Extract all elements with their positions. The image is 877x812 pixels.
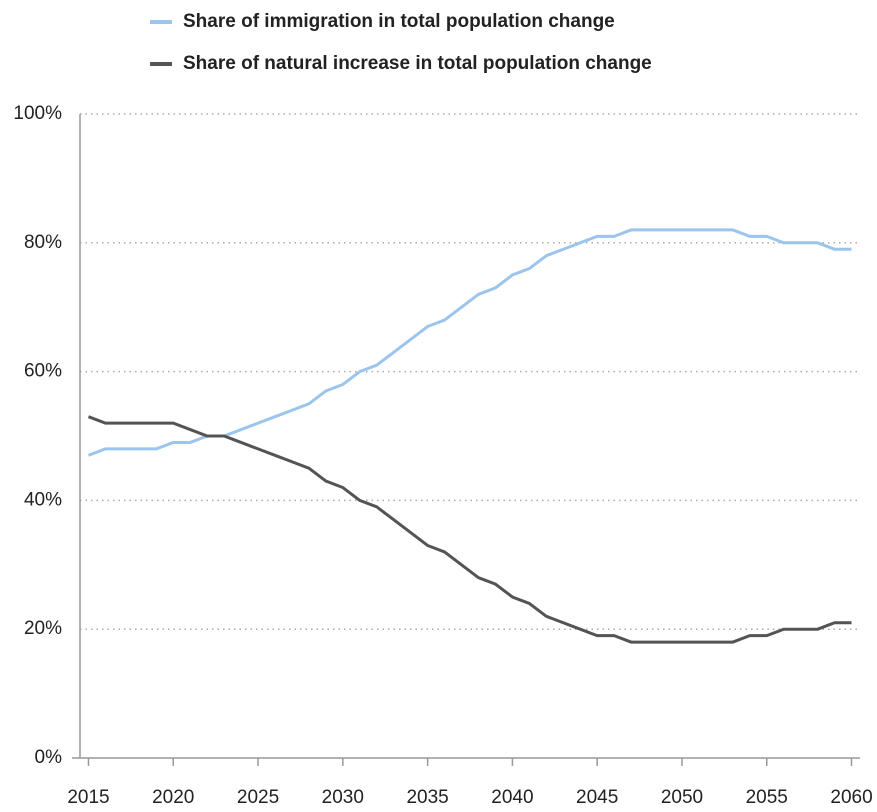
y-tick-label: 20% <box>24 618 62 639</box>
x-tick-label: 2045 <box>576 787 618 808</box>
x-tick-label: 2060 <box>830 787 872 808</box>
x-tick-label: 2050 <box>661 787 703 808</box>
y-tick-label: 60% <box>24 361 62 382</box>
x-tick-label: 2040 <box>491 787 533 808</box>
x-tick-label: 2020 <box>152 787 194 808</box>
x-tick-label: 2055 <box>746 787 788 808</box>
y-tick-label: 80% <box>24 232 62 253</box>
y-tick-label: 0% <box>35 747 63 768</box>
x-tick-label: 2025 <box>237 787 279 808</box>
series-line <box>87 228 852 457</box>
x-tick-label: 2015 <box>67 787 109 808</box>
y-tick-label: 100% <box>13 103 62 124</box>
series-line <box>87 415 852 644</box>
legend-label: Share of natural increase in total popul… <box>183 53 652 74</box>
legend-label: Share of immigration in total population… <box>183 11 615 32</box>
x-tick-label: 2035 <box>406 787 448 808</box>
x-tick-label: 2030 <box>322 787 364 808</box>
y-tick-label: 40% <box>24 489 62 510</box>
